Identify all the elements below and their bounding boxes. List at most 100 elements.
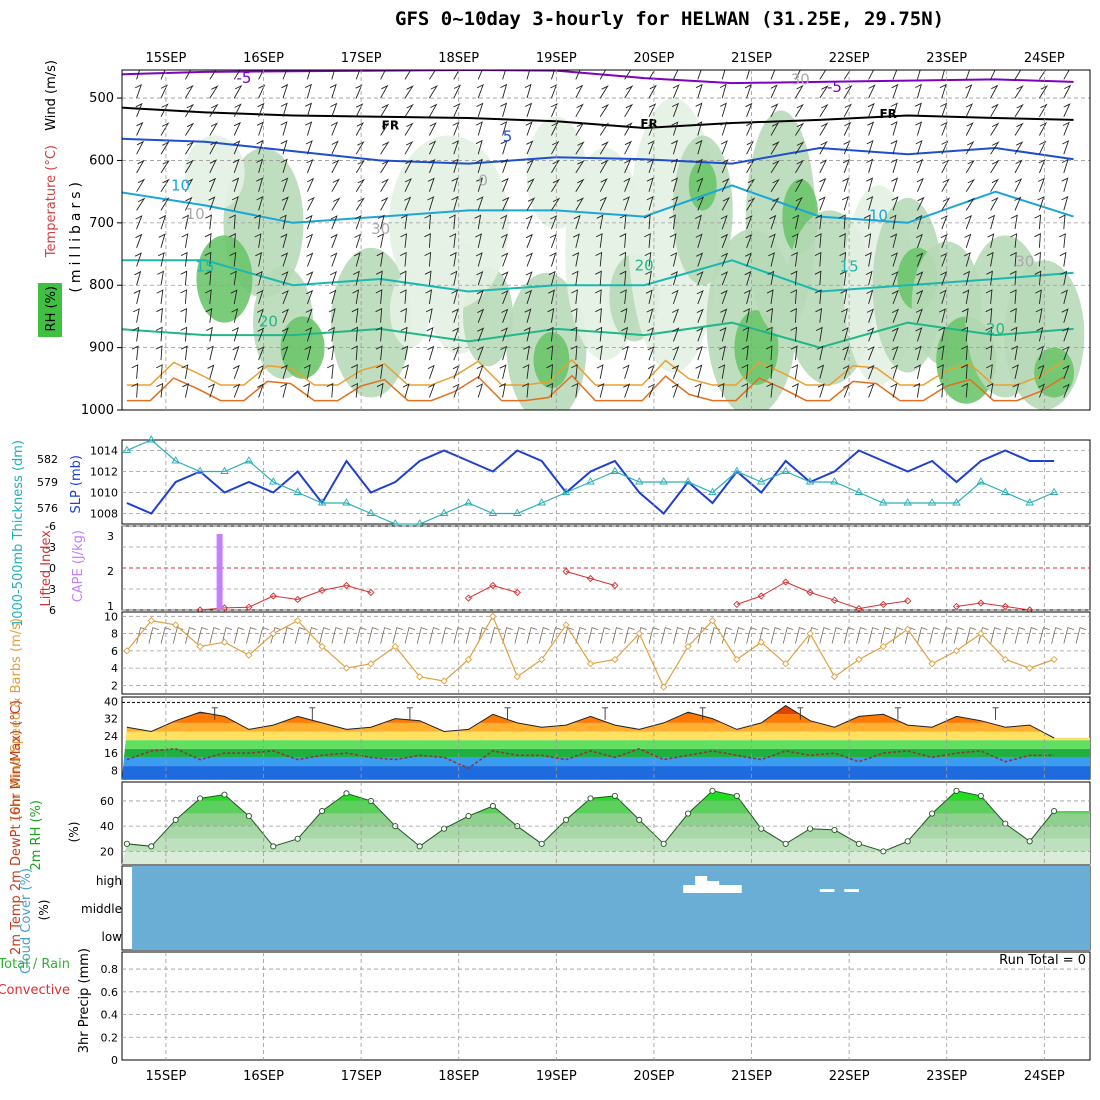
- x-tick-bottom-20SEP: 20SEP: [633, 1069, 674, 1084]
- wind-barb: [306, 158, 314, 174]
- wind-barb: [594, 289, 602, 304]
- thickness-marker: [805, 477, 815, 485]
- xs-ylabel-temp: Temperature (°C): [44, 145, 59, 258]
- wind-barb: [181, 233, 189, 248]
- wind-barb: [355, 141, 365, 155]
- wind-barb: [985, 289, 993, 304]
- wind-barb: [476, 196, 484, 211]
- wind-barb: [500, 83, 508, 99]
- wind-barb: [257, 383, 265, 398]
- wind10m-marker: [538, 655, 546, 664]
- wind10m-barb: [697, 627, 708, 644]
- wind-barb: [523, 345, 530, 361]
- cross-section-frame: [121, 69, 1091, 411]
- contour-label: 10: [869, 206, 888, 224]
- wind-barb: [623, 177, 631, 192]
- wind10m-barb: [453, 627, 464, 644]
- rh-band: [122, 838, 1090, 852]
- wind10m-marker: [196, 642, 204, 651]
- wind-barb: [355, 197, 365, 211]
- wind-barb: [449, 233, 457, 248]
- wind-barb: [1014, 178, 1023, 192]
- wind-barb: [427, 364, 435, 379]
- wind-barb: [867, 346, 875, 361]
- rh-marker: [294, 835, 301, 842]
- wind-barb: [721, 252, 729, 267]
- wind-barb: [180, 251, 188, 267]
- wind-barb: [818, 196, 826, 211]
- wind10m-marker: [489, 612, 497, 620]
- wind-barb: [915, 327, 923, 342]
- x-tick-bottom-23SEP: 23SEP: [926, 1069, 967, 1084]
- wind-barb: [185, 84, 194, 99]
- wind-barb: [1009, 270, 1017, 286]
- wind10m-barb: [1039, 627, 1050, 644]
- wind-barb: [326, 382, 334, 398]
- wind-barb: [842, 345, 850, 361]
- wind-barb: [453, 84, 462, 99]
- wind-barb: [817, 364, 825, 379]
- wind-barb: [450, 270, 458, 286]
- thickness-marker: [781, 466, 790, 474]
- wind-barb: [546, 364, 554, 379]
- wind-barb: [522, 364, 530, 379]
- wind-barb: [695, 139, 703, 155]
- wind-barb: [205, 308, 213, 323]
- wind-barb: [961, 382, 968, 398]
- wind-barb: [843, 121, 852, 136]
- wind-barb: [135, 102, 143, 117]
- wind-barb: [476, 177, 484, 192]
- wind-barb: [819, 85, 829, 99]
- wind-barb: [939, 289, 947, 305]
- wind-barb: [720, 214, 728, 230]
- wind-barb: [670, 252, 678, 267]
- wind-barb: [819, 159, 828, 174]
- contour-label: 20: [986, 320, 1005, 338]
- wind-barb: [548, 289, 555, 304]
- wind-barb: [575, 160, 585, 174]
- wind-barb: [570, 345, 578, 361]
- wind-barb: [184, 196, 193, 211]
- wind-barb: [354, 233, 362, 248]
- wind-barb: [1012, 383, 1020, 398]
- wind-barb: [229, 233, 236, 248]
- li-marker: [952, 602, 961, 611]
- wind-barb: [550, 102, 558, 117]
- wind-barb: [765, 364, 773, 379]
- wind-barb: [964, 233, 972, 248]
- wind-barb: [596, 214, 604, 230]
- wind-barb: [913, 382, 921, 398]
- wind-barb: [155, 364, 163, 379]
- li-segment: [468, 585, 494, 599]
- wind-barb: [915, 140, 923, 155]
- wind-barb: [867, 327, 875, 342]
- wind-barb: [448, 214, 456, 230]
- wind-barb: [258, 70, 264, 80]
- wind-barb: [551, 178, 561, 192]
- wind-barb: [1010, 214, 1018, 230]
- wind-barb: [741, 364, 749, 379]
- wind-barb: [619, 233, 627, 248]
- wind10m-barb: [172, 627, 184, 644]
- rh-blob: [688, 160, 717, 211]
- wind-barb: [451, 158, 459, 174]
- wind-barb: [477, 308, 485, 323]
- wind-barb: [937, 345, 945, 361]
- wind-barb: [1063, 84, 1072, 99]
- wind-barb: [330, 215, 338, 230]
- thickness-marker: [756, 477, 766, 485]
- wind10m-barb: [246, 627, 257, 644]
- wind-barb: [282, 70, 288, 80]
- rh-marker: [977, 792, 984, 799]
- wind-barb: [281, 327, 289, 342]
- wind10m-barb: [331, 627, 342, 644]
- wind-barb: [500, 214, 508, 230]
- wind-barb: [647, 383, 655, 398]
- wind-barb: [767, 270, 775, 286]
- contour-label: FR: [879, 107, 896, 121]
- wind-barb: [329, 289, 337, 305]
- thickness-marker: [146, 435, 156, 443]
- wind-barb: [353, 252, 361, 267]
- wind-barb: [965, 197, 976, 211]
- wind-barb: [305, 308, 313, 323]
